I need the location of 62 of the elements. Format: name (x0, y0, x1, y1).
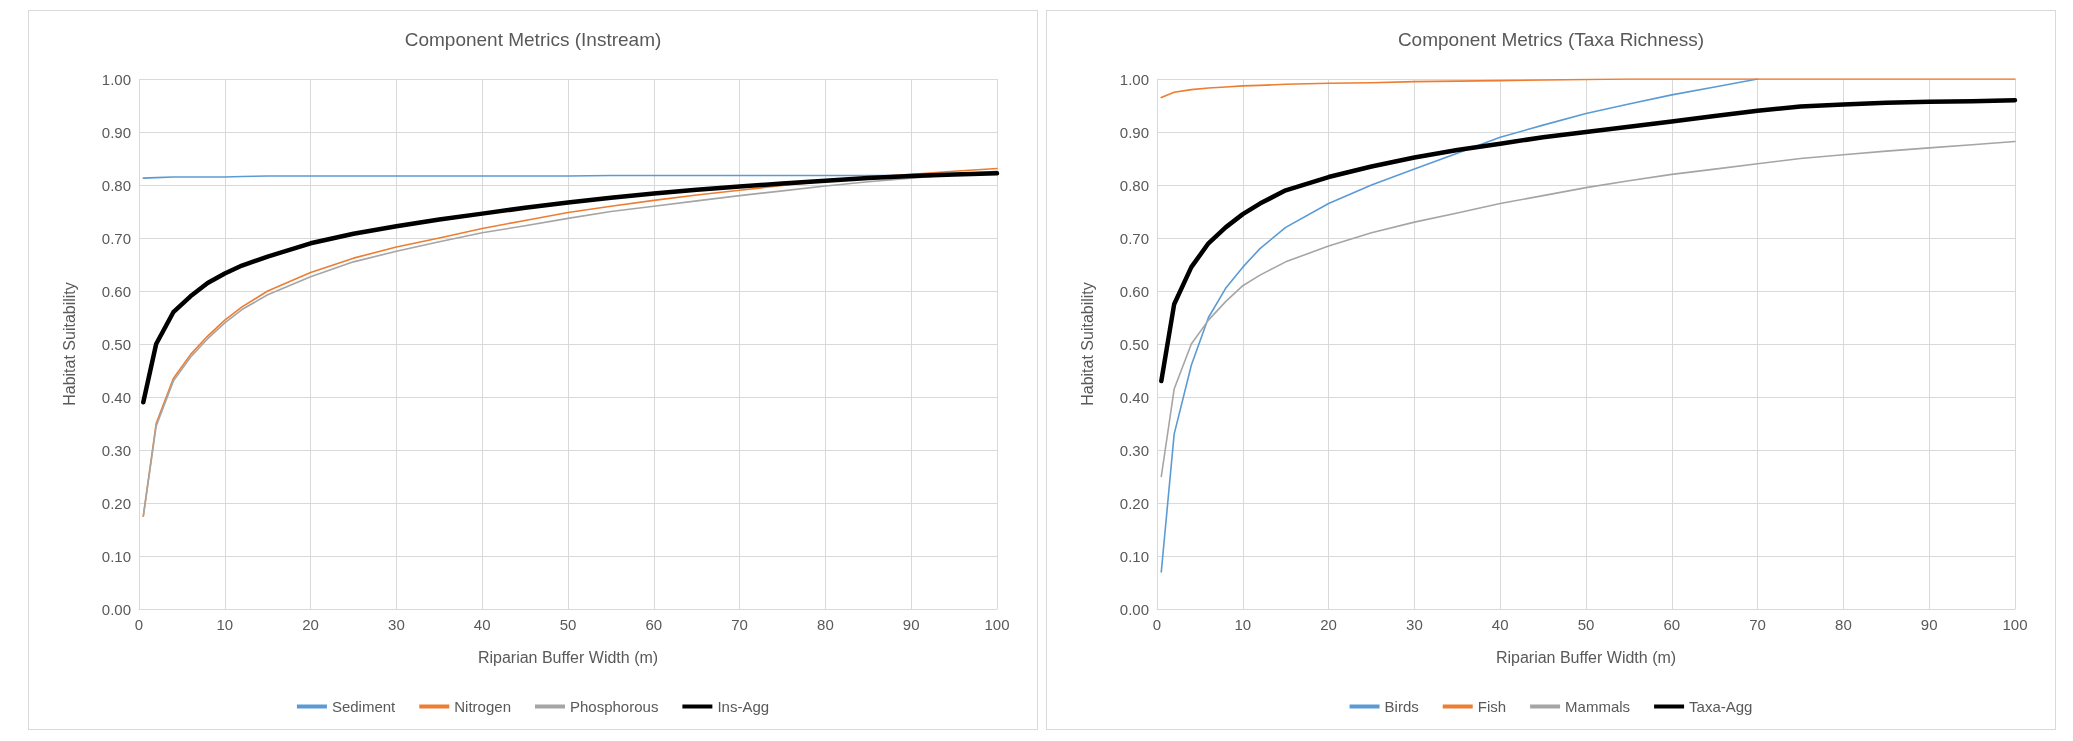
legend-label: Fish (1477, 698, 1507, 715)
legend-label: Nitrogen (454, 698, 511, 715)
y-tick-label: 0.00 (1119, 600, 1149, 618)
x-tick-label: 10 (1234, 616, 1252, 633)
x-tick-label: 100 (2002, 616, 2028, 633)
x-tick-label: 60 (1663, 616, 1681, 633)
y-axis-title: Habitat Suitability (60, 282, 78, 406)
legend-label: Mammals (1565, 698, 1631, 715)
x-tick-label: 50 (559, 616, 577, 633)
x-tick-label: 40 (473, 616, 491, 633)
y-tick-label: 0.30 (1119, 441, 1149, 459)
chart-title: Component Metrics (Taxa Richness) (1397, 29, 1705, 50)
x-tick-label: 0 (134, 616, 144, 633)
y-tick-label: 0.10 (101, 547, 131, 565)
line-series (1159, 97, 2018, 384)
y-tick-label: 0.40 (101, 388, 131, 406)
y-tick-label: 0.60 (1119, 282, 1149, 300)
x-tick-label: 10 (216, 616, 234, 633)
y-tick-label: 1.00 (1119, 70, 1149, 88)
y-tick-label: 0.50 (1119, 335, 1149, 353)
chart-title: Component Metrics (Instream) (404, 29, 662, 50)
legend-label: Ins-Agg (717, 698, 770, 715)
y-tick-label: 0.80 (101, 176, 131, 194)
x-tick-label: 20 (302, 616, 319, 633)
y-tick-label: 0.70 (1119, 229, 1149, 247)
legend-label: Taxa-Agg (1689, 698, 1753, 715)
legend-label: Sediment (331, 698, 397, 715)
x-tick-label: 90 (902, 616, 920, 633)
x-tick-label: 80 (817, 616, 834, 633)
x-tick-label: 70 (731, 616, 748, 633)
y-tick-label: 0.70 (101, 229, 131, 247)
y-tick-label: 0.30 (101, 441, 131, 459)
y-tick-label: 0.60 (101, 282, 131, 300)
x-tick-label: 30 (1406, 616, 1423, 633)
y-tick-label: 0.90 (101, 123, 131, 141)
y-tick-label: 0.10 (1119, 547, 1149, 565)
x-tick-label: 90 (1920, 616, 1938, 633)
x-tick-label: 30 (388, 616, 405, 633)
legend-label: Birds (1384, 698, 1419, 715)
y-tick-label: 0.80 (1119, 176, 1149, 194)
x-tick-label: 60 (645, 616, 663, 633)
x-axis-title: Riparian Buffer Width (m) (477, 648, 659, 666)
y-axis-title: Habitat Suitability (1078, 282, 1096, 406)
x-tick-label: 70 (1749, 616, 1766, 633)
x-tick-label: 0 (1152, 616, 1162, 633)
x-tick-label: 100 (984, 616, 1010, 633)
x-tick-label: 20 (1320, 616, 1337, 633)
y-tick-label: 0.00 (101, 600, 131, 618)
line-series (1160, 140, 2016, 478)
y-tick-label: 0.40 (1119, 388, 1149, 406)
y-tick-label: 0.20 (101, 494, 131, 512)
x-axis-title: Riparian Buffer Width (m) (1495, 648, 1677, 666)
y-tick-label: 1.00 (101, 70, 131, 88)
x-tick-label: 50 (1577, 616, 1595, 633)
x-tick-label: 80 (1835, 616, 1852, 633)
legend-label: Phosphorous (569, 698, 659, 715)
y-tick-label: 0.20 (1119, 494, 1149, 512)
y-tick-label: 0.90 (1119, 123, 1149, 141)
line-series (1160, 78, 2016, 99)
line-series (141, 171, 1000, 405)
y-tick-label: 0.50 (101, 335, 131, 353)
x-tick-label: 40 (1491, 616, 1509, 633)
